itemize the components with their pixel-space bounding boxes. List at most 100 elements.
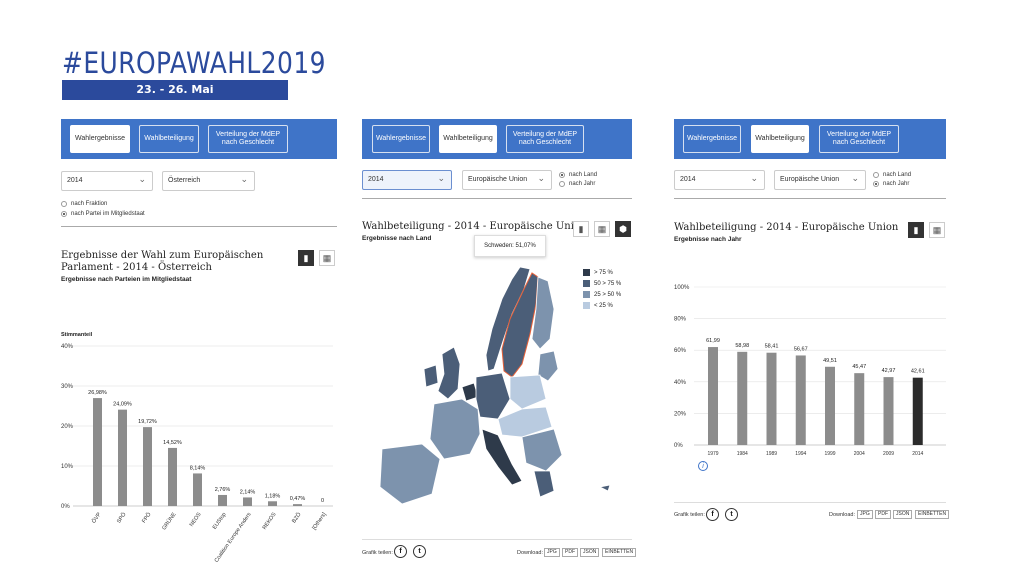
map-region-uk[interactable] bbox=[437, 346, 461, 400]
region-select[interactable]: Europäische Union bbox=[462, 169, 552, 190]
bar-chart-view-icon[interactable]: ▮ bbox=[573, 221, 589, 237]
embed-button[interactable]: EINBETTEN bbox=[602, 548, 637, 557]
map-region-greece[interactable] bbox=[533, 470, 555, 498]
region-select[interactable]: Europäische Union bbox=[774, 169, 866, 190]
map-region-sweden[interactable] bbox=[501, 272, 539, 378]
radio-nach-jahr[interactable]: nach Jahr bbox=[873, 181, 909, 187]
download-pdf-button[interactable]: PDF bbox=[875, 510, 891, 519]
radio-nach-land[interactable]: nach Land bbox=[873, 172, 911, 178]
legend-swatch bbox=[583, 269, 590, 276]
bar-value-label: 14,52% bbox=[163, 440, 182, 446]
radio-label: nach Jahr bbox=[883, 181, 910, 187]
country-select[interactable]: Österreich bbox=[162, 170, 255, 191]
tab-verteilung-line2: nach Geschlecht bbox=[221, 139, 275, 146]
bar-chart-view-icon[interactable]: ▮ bbox=[298, 250, 314, 266]
download-json-button[interactable]: JSON bbox=[893, 510, 913, 519]
map-region-ireland[interactable] bbox=[423, 364, 439, 388]
chart-title: Ergebnisse der Wahl zum Europäischen Par… bbox=[61, 250, 291, 274]
x-tick-label: 1984 bbox=[737, 451, 748, 457]
legend-swatch bbox=[583, 302, 590, 309]
x-tick-label: 1999 bbox=[824, 451, 835, 457]
tab-verteilung[interactable]: Verteilung der MdEP nach Geschlecht bbox=[819, 125, 899, 153]
x-tick-label: ÖVP bbox=[90, 511, 103, 525]
legend-label: > 75 % bbox=[594, 269, 613, 276]
radio-nach-jahr[interactable]: nach Jahr bbox=[559, 181, 595, 187]
twitter-icon[interactable]: t bbox=[725, 508, 738, 521]
embed-button[interactable]: EINBETTEN bbox=[915, 510, 950, 519]
bar bbox=[193, 473, 202, 506]
year-select[interactable]: 2014 bbox=[362, 169, 452, 190]
bar-value-label: 0,47% bbox=[290, 496, 306, 502]
map-region-poland[interactable] bbox=[509, 374, 547, 410]
legend-swatch bbox=[583, 291, 590, 298]
bar bbox=[912, 377, 923, 445]
bar-value-label: 58,98 bbox=[735, 343, 749, 349]
tab-bar: Wahlergebnisse Wahlbeteiligung Verteilun… bbox=[362, 119, 632, 159]
table-view-icon[interactable]: ▦ bbox=[929, 222, 945, 238]
bar-value-label: 19,72% bbox=[138, 419, 157, 425]
tab-wahlbeteiligung[interactable]: Wahlbeteiligung bbox=[439, 125, 497, 153]
map-region-iberia[interactable] bbox=[379, 443, 441, 505]
radio-nach-land[interactable]: nach Land bbox=[559, 172, 597, 178]
bar-value-label: 45,47 bbox=[852, 364, 866, 370]
y-tick-label: 0% bbox=[674, 443, 683, 449]
download-jpg-button[interactable]: JPG bbox=[544, 548, 560, 557]
map-region-italy[interactable] bbox=[481, 428, 523, 486]
radio-nach-partei[interactable]: nach Partei im Mitgliedstaat bbox=[61, 211, 145, 217]
download-pdf-button[interactable]: PDF bbox=[562, 548, 578, 557]
bar bbox=[118, 409, 127, 506]
radio-nach-fraktion[interactable]: nach Fraktion bbox=[61, 201, 107, 207]
x-tick-label: GRÜNE bbox=[161, 511, 178, 532]
bar-chart-view-icon[interactable]: ▮ bbox=[908, 222, 924, 238]
tab-verteilung[interactable]: Verteilung der MdEP nach Geschlecht bbox=[506, 125, 584, 153]
bar-value-label: 24,09% bbox=[113, 402, 132, 408]
europe-turnout-map[interactable] bbox=[362, 259, 632, 509]
tab-verteilung[interactable]: Verteilung der MdEP nach Geschlecht bbox=[208, 125, 288, 153]
share-label: Grafik teilen: bbox=[362, 550, 393, 556]
map-region-norway[interactable] bbox=[485, 266, 531, 372]
table-view-icon[interactable]: ▦ bbox=[594, 221, 610, 237]
divider bbox=[61, 226, 337, 227]
map-region-finland[interactable] bbox=[531, 276, 555, 350]
info-icon[interactable]: i bbox=[698, 461, 708, 471]
map-region-baltics[interactable] bbox=[537, 350, 559, 382]
map-region-central[interactable] bbox=[497, 406, 553, 438]
radio-dot bbox=[873, 172, 879, 178]
map-view-icon[interactable]: ⬢ bbox=[615, 221, 631, 237]
table-view-icon[interactable]: ▦ bbox=[319, 250, 335, 266]
map-region-balkans[interactable] bbox=[521, 428, 563, 472]
download-label: Download: bbox=[829, 512, 855, 518]
y-tick-label: 10% bbox=[61, 464, 74, 470]
x-tick-label: BZÖ bbox=[290, 511, 303, 525]
tab-wahlergebnisse[interactable]: Wahlergebnisse bbox=[70, 125, 130, 153]
map-region-germany[interactable] bbox=[475, 372, 511, 420]
x-tick-label: REKOS bbox=[262, 511, 278, 530]
radio-dot-selected bbox=[61, 211, 67, 217]
bar bbox=[708, 347, 718, 445]
legend-item: 25 > 50 % bbox=[583, 289, 621, 300]
tab-wahlbeteiligung[interactable]: Wahlbeteiligung bbox=[139, 125, 199, 153]
download-json-button[interactable]: JSON bbox=[580, 548, 600, 557]
legend-item: < 25 % bbox=[583, 300, 621, 311]
download-jpg-button[interactable]: JPG bbox=[857, 510, 873, 519]
tab-bar: Wahlergebnisse Wahlbeteiligung Verteilun… bbox=[674, 119, 946, 159]
tab-wahlbeteiligung[interactable]: Wahlbeteiligung bbox=[751, 125, 809, 153]
x-tick-label: 2009 bbox=[883, 451, 894, 457]
facebook-icon[interactable]: f bbox=[394, 545, 407, 558]
tab-verteilung-line1: Verteilung der MdEP bbox=[826, 130, 892, 138]
tab-bar: Wahlergebnisse Wahlbeteiligung Verteilun… bbox=[61, 119, 337, 159]
chart-title: Wahlbeteiligung - 2014 - Europäische Uni… bbox=[674, 222, 899, 233]
y-tick-label: 80% bbox=[674, 317, 687, 323]
year-select[interactable]: 2014 bbox=[674, 169, 765, 190]
radio-dot-selected bbox=[873, 181, 879, 187]
twitter-icon[interactable]: t bbox=[413, 545, 426, 558]
tooltip-text: Schweden: 51,07% bbox=[484, 243, 536, 249]
bar bbox=[883, 377, 894, 445]
facebook-icon[interactable]: f bbox=[706, 508, 719, 521]
tab-wahlergebnisse[interactable]: Wahlergebnisse bbox=[372, 125, 430, 153]
map-region-cyprus[interactable] bbox=[598, 484, 611, 492]
bar-value-label: 56,67 bbox=[794, 346, 808, 352]
map-region-france[interactable] bbox=[429, 398, 481, 460]
tab-wahlergebnisse[interactable]: Wahlergebnisse bbox=[683, 125, 741, 153]
year-select[interactable]: 2014 bbox=[61, 170, 153, 191]
